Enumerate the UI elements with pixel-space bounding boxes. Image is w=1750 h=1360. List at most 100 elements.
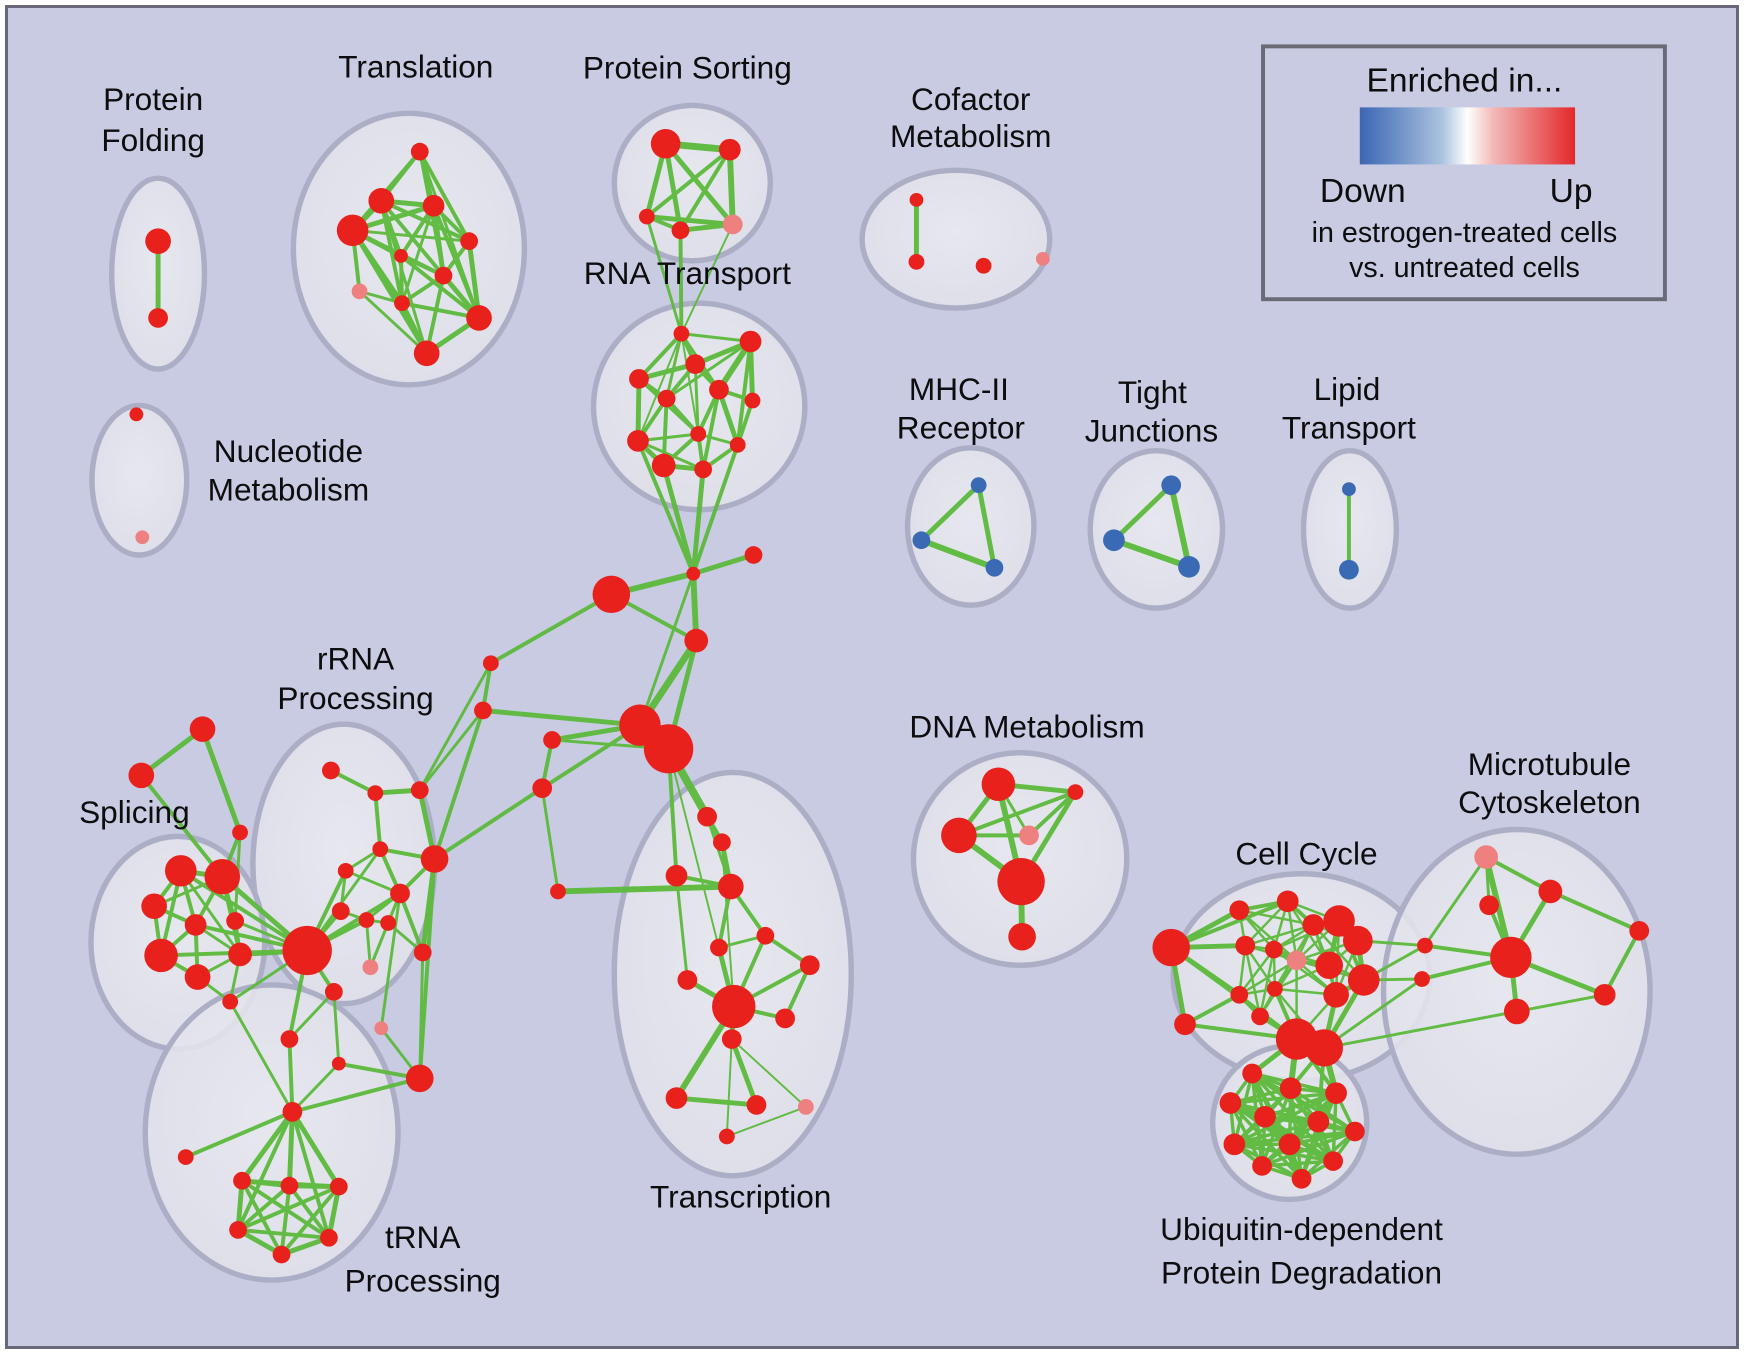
node-v5 <box>1307 1110 1330 1133</box>
edge-tn0-tn5 <box>236 1109 295 1232</box>
node-tx9 <box>775 1008 795 1029</box>
node-dn4 <box>997 858 1045 906</box>
edge-tj0-tj2 <box>1168 482 1192 570</box>
cluster-labels: Protein Folding Translation Protein Sorting… <box>79 48 1641 1298</box>
node-rr7 <box>331 902 350 921</box>
edge-tn0-sl8 <box>228 1000 294 1114</box>
edge-tr7-tr10 <box>358 289 429 355</box>
edge-tr8-tr9 <box>400 301 481 320</box>
node-k9 <box>1343 925 1373 956</box>
node-rt7 <box>690 426 707 442</box>
edge-rr10-rr9 <box>368 921 390 969</box>
edge-mh0-mh1 <box>918 482 982 543</box>
mesh-edge-v2-v10 <box>1260 1091 1338 1168</box>
node-tr10 <box>413 340 440 367</box>
edge-rr10-rr8 <box>364 918 372 969</box>
node-spt0 <box>189 716 216 742</box>
node-rt11 <box>694 460 713 479</box>
cluster-label-protein-folding-line1: Protein <box>103 81 203 117</box>
cluster-label-transcription-line1: Transcription <box>650 1179 831 1215</box>
cluster-label-tight-junctions-line1: Tight <box>1118 374 1187 410</box>
node-tx13 <box>797 1099 814 1115</box>
cluster-bubble-protein-sorting <box>611 102 774 264</box>
cluster-label-microtubule-cytoskeleton-line1: Microtubule <box>1468 746 1631 782</box>
edge-rt2-rt7 <box>693 362 700 436</box>
edge-rt4-rt11 <box>701 387 721 472</box>
cluster-label-dna-metabolism-line1: DNA Metabolism <box>909 709 1144 745</box>
node-pf1 <box>148 308 168 328</box>
edge-pa2-hubA <box>480 707 643 728</box>
node-ccL <box>1152 928 1190 967</box>
node-tx15 <box>799 955 820 976</box>
node-rr4 <box>420 845 449 873</box>
edge-tn3-tn5 <box>236 1183 292 1232</box>
edge-tr3-tr4 <box>351 228 471 243</box>
edge-rr14-rr11 <box>418 950 425 1080</box>
node-v9 <box>1323 1151 1344 1171</box>
node-rr16 <box>374 1021 389 1036</box>
node-rt3 <box>629 369 649 389</box>
node-tr5 <box>394 249 408 263</box>
node-dn1 <box>1067 784 1084 800</box>
node-tx1 <box>713 833 731 852</box>
edge-pa2-rr2 <box>418 708 485 792</box>
node-rt10 <box>651 453 676 478</box>
edge-tn3-tn7 <box>279 1183 292 1257</box>
node-rt2 <box>685 354 706 374</box>
node-mid1 <box>684 628 709 653</box>
node-k5 <box>1235 935 1256 956</box>
node-dn5 <box>1008 922 1036 951</box>
edge-rt11-j1 <box>690 466 706 577</box>
node-tx10 <box>721 1029 742 1049</box>
node-v11 <box>1291 1168 1312 1189</box>
cluster-bubble-rna-transport <box>590 300 808 513</box>
node-sl3 <box>184 914 207 936</box>
node-v4 <box>1254 1105 1276 1128</box>
cluster-label-trna-processing-line1: tRNA <box>385 1219 460 1255</box>
node-tx11 <box>665 1087 688 1109</box>
edge-tn4-tn5 <box>236 1184 341 1232</box>
edge-ps1-ps3 <box>678 147 732 233</box>
cluster-label-rrna-processing-line2: Processing <box>277 680 433 716</box>
edge-rt12-j1 <box>690 552 756 577</box>
edge-ps4-rt0 <box>680 223 734 335</box>
cluster-label-splicing-line1: Splicing <box>79 794 190 830</box>
node-tr1 <box>368 188 395 214</box>
edge-tn0-tn2 <box>239 1109 295 1184</box>
cluster-label-mhc-ii-receptor-line1: MHC-II <box>909 371 1009 407</box>
node-tr4 <box>460 232 479 251</box>
node-tn4 <box>329 1177 348 1196</box>
node-tr6 <box>434 266 453 285</box>
edge-dn1-dn3 <box>1027 790 1078 838</box>
cluster-bubble-nucleotide-metabolism <box>89 402 190 558</box>
node-rr5 <box>337 862 354 879</box>
mesh-edge-v2-v3 <box>1228 1091 1338 1105</box>
edge-rr12-rr13 <box>332 990 341 1066</box>
node-hubB <box>643 724 694 774</box>
edge-rr14-rr4 <box>417 857 437 1081</box>
cluster-label-nucleotide-metabolism-line2: Metabolism <box>208 471 370 507</box>
edge-ps2-rt0 <box>645 215 683 336</box>
node-tr3 <box>336 214 369 247</box>
edge-mt6-mt7 <box>1515 993 1607 1013</box>
cluster-label-microtubule-cytoskeleton-line2: Cytoskeleton <box>1458 784 1641 820</box>
node-v7 <box>1223 1133 1246 1156</box>
node-dn0 <box>981 767 1016 801</box>
edge-tr4-tr9 <box>466 238 482 321</box>
node-mh2 <box>985 558 1004 577</box>
edge-pa2-rr4 <box>432 708 485 861</box>
node-nm0 <box>129 407 144 422</box>
cluster-label-cell-cycle-line1: Cell Cycle <box>1235 835 1377 871</box>
node-tr7 <box>351 283 368 300</box>
legend-subtitle-line2: vs. untreated cells <box>1349 252 1580 284</box>
edge-rt10-j1 <box>661 463 696 577</box>
mesh-edge-k6-k13 <box>1258 948 1276 1018</box>
edge-ps1-ps2 <box>644 147 732 219</box>
node-sl2 <box>141 893 167 920</box>
edge-tn0-rr13 <box>290 1062 341 1114</box>
edge-tx10-tx12 <box>729 1036 759 1108</box>
node-rr12 <box>324 982 343 1001</box>
edge-mt1-mt8 <box>1548 889 1642 933</box>
edge-tn0-tn6 <box>290 1109 331 1240</box>
node-cf2 <box>975 257 992 274</box>
